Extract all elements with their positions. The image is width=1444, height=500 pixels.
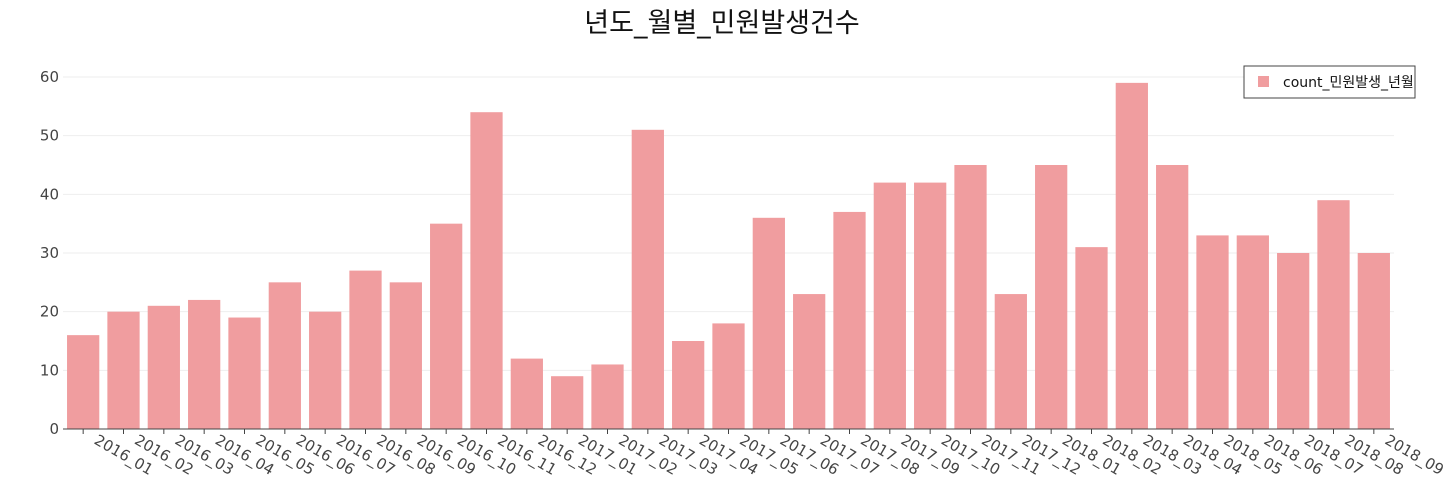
bar[interactable] (147, 305, 180, 429)
bar[interactable] (228, 317, 261, 429)
chart-title: 년도_월별_민원발생건수 (584, 8, 859, 39)
bar[interactable] (67, 335, 100, 429)
bar[interactable] (994, 294, 1027, 429)
bar[interactable] (430, 223, 463, 429)
bar[interactable] (1156, 165, 1189, 429)
bar[interactable] (752, 217, 785, 429)
y-tick-label: 50 (40, 127, 59, 145)
bar[interactable] (188, 299, 221, 429)
bar[interactable] (268, 282, 301, 429)
bar[interactable] (389, 282, 422, 429)
y-tick-label: 40 (40, 185, 59, 203)
bar[interactable] (1115, 82, 1148, 429)
bar[interactable] (309, 311, 342, 429)
bar[interactable] (551, 376, 584, 429)
bars (67, 82, 1390, 430)
bar[interactable] (1357, 253, 1390, 429)
bar[interactable] (712, 323, 745, 429)
bar[interactable] (470, 112, 503, 429)
bar[interactable] (672, 341, 705, 429)
bar[interactable] (954, 165, 987, 429)
bar[interactable] (1075, 247, 1108, 429)
y-axis: 0 10 20 30 40 50 60 (40, 68, 59, 438)
legend[interactable]: count_민원발생_년월 (1243, 65, 1416, 99)
bar[interactable] (1196, 235, 1229, 429)
bar[interactable] (349, 270, 382, 429)
bar[interactable] (107, 311, 140, 429)
legend-label: count_민원발생_년월 (1283, 75, 1414, 91)
legend-box (1243, 65, 1416, 99)
bar[interactable] (793, 294, 826, 429)
bar[interactable] (1277, 253, 1310, 429)
y-tick-label: 0 (49, 420, 59, 438)
bar[interactable] (631, 129, 664, 430)
y-tick-label: 10 (40, 361, 59, 379)
bar[interactable] (873, 182, 906, 429)
bar[interactable] (591, 364, 624, 429)
bar[interactable] (1035, 165, 1068, 429)
legend-swatch (1258, 76, 1269, 87)
bar[interactable] (833, 211, 866, 429)
y-tick-label: 60 (40, 68, 59, 86)
bar[interactable] (1236, 235, 1269, 429)
bar[interactable] (914, 182, 947, 429)
bar[interactable] (510, 358, 543, 429)
y-tick-label: 30 (40, 244, 59, 262)
y-tick-label: 20 (40, 303, 59, 321)
bar[interactable] (1317, 200, 1350, 429)
